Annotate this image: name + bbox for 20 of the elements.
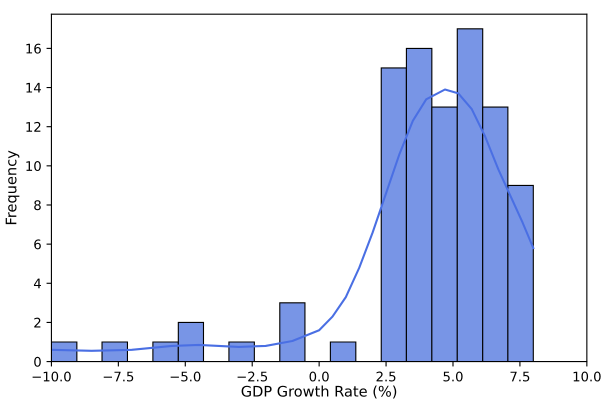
x-tick-label: −10.0 [32,372,71,382]
x-tick-label: 0.0 [310,372,329,382]
y-axis-title: Frequency [6,150,20,224]
x-tick-label: 5.0 [444,372,463,382]
y-tick-label: 2 [34,318,40,328]
x-tick-label: 10.0 [574,372,601,382]
x-tick-label: −5.0 [170,372,200,382]
y-tick-label: 8 [34,200,41,210]
x-tick-label: −7.5 [104,372,134,382]
x-tick-label: 7.5 [510,372,530,382]
x-tick-label: −2.5 [238,372,268,382]
x-axis-title: GDP Growth Rate (%) [242,385,396,398]
y-tick-label: 4 [34,278,41,288]
y-tick-label: 12 [26,122,40,132]
x-tick-label: 2.5 [376,372,396,382]
y-tick-label: 0 [34,356,41,367]
y-tick-label: 14 [26,82,41,93]
y-tick-label: 10 [26,161,41,172]
y-tick-label: 6 [34,239,41,250]
y-tick-label: 16 [26,44,41,54]
